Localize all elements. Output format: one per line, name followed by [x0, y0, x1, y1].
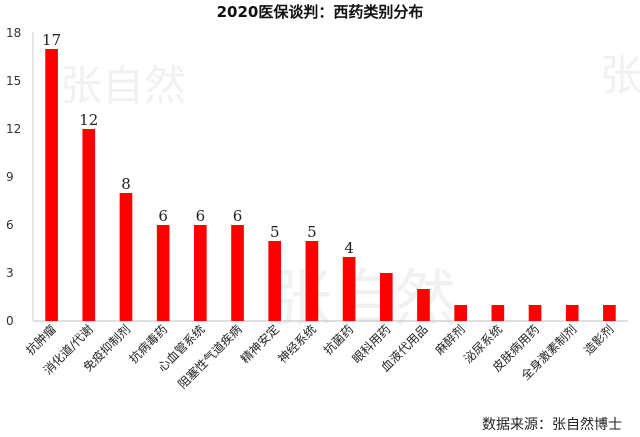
y-tick-label: 12 [6, 122, 21, 136]
data-label: 5 [307, 223, 317, 241]
watermark-text: 张自然 [600, 51, 640, 100]
data-labels: 17 12 8 6 6 6 5 5 4 [42, 31, 354, 257]
bar [231, 225, 244, 321]
y-tick-label: 18 [6, 26, 21, 40]
y-tick-labels: 0 3 6 9 12 15 18 [6, 26, 21, 328]
data-label: 6 [158, 207, 168, 225]
bar [305, 241, 319, 321]
y-tick-label: 6 [6, 218, 14, 232]
y-tick-label: 3 [6, 266, 14, 280]
data-label: 5 [270, 223, 280, 241]
bar [454, 305, 467, 321]
bar [417, 289, 430, 321]
y-tick-label: 0 [6, 314, 14, 328]
bar [603, 305, 616, 321]
chart-title: 2020医保谈判：西药类别分布 [217, 3, 424, 21]
data-label: 8 [121, 175, 131, 193]
data-label: 17 [42, 31, 61, 49]
bar [82, 129, 96, 321]
bar [491, 305, 505, 321]
bar [342, 257, 356, 321]
category-label: 精神安定 [237, 322, 282, 367]
category-label: 造影剂 [580, 322, 616, 358]
bar [45, 49, 58, 321]
bar [565, 305, 579, 321]
bar [156, 225, 170, 321]
source-note: 数据来源：张自然博士 [482, 416, 622, 433]
bar [268, 241, 282, 321]
y-tick-label: 9 [6, 170, 14, 184]
bar [119, 193, 133, 321]
data-label: 6 [196, 207, 206, 225]
bar [379, 273, 393, 321]
category-label: 抗肿瘤 [23, 322, 59, 358]
bars [45, 49, 616, 321]
data-label: 4 [344, 239, 354, 257]
category-label: 阻塞性气道疾病 [175, 322, 245, 392]
data-label: 6 [233, 207, 243, 225]
bar [528, 305, 542, 321]
bar [194, 225, 207, 321]
watermark-text: 张自然 [60, 61, 186, 110]
data-label: 12 [79, 111, 98, 129]
y-tick-label: 15 [6, 74, 21, 88]
